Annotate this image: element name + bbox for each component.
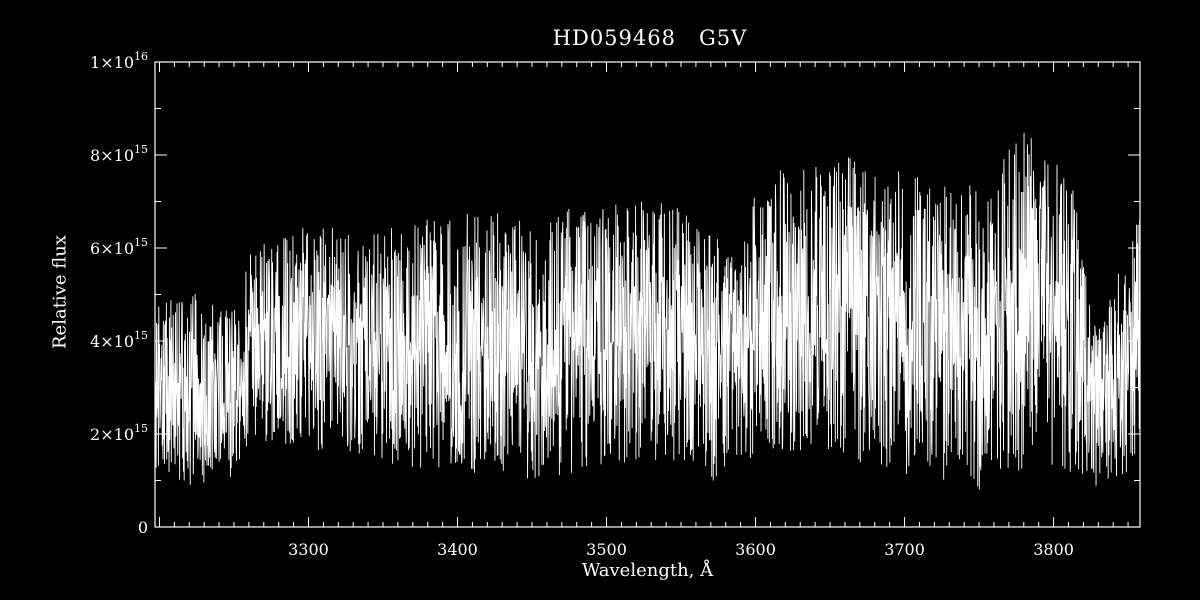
y-tick-label: 2×1015 [90, 422, 148, 444]
x-axis-label: Wavelength, Å [581, 560, 714, 581]
y-tick-label: 1×1016 [90, 50, 148, 72]
y-tick-label: 8×1015 [90, 143, 148, 165]
spectrum-line [154, 132, 1141, 490]
x-tick-label: 3700 [884, 540, 925, 559]
x-tick-label: 3600 [735, 540, 776, 559]
y-tick-label: 6×1015 [90, 236, 148, 258]
x-tick-label: 3300 [288, 540, 329, 559]
y-tick-label: 4×1015 [90, 329, 148, 351]
y-tick-label: 0 [138, 518, 148, 537]
x-tick-label: 3800 [1033, 540, 1074, 559]
chart-title: HD059468 G5V [552, 26, 748, 50]
x-tick-label: 3400 [437, 540, 478, 559]
x-tick-label: 3500 [586, 540, 627, 559]
